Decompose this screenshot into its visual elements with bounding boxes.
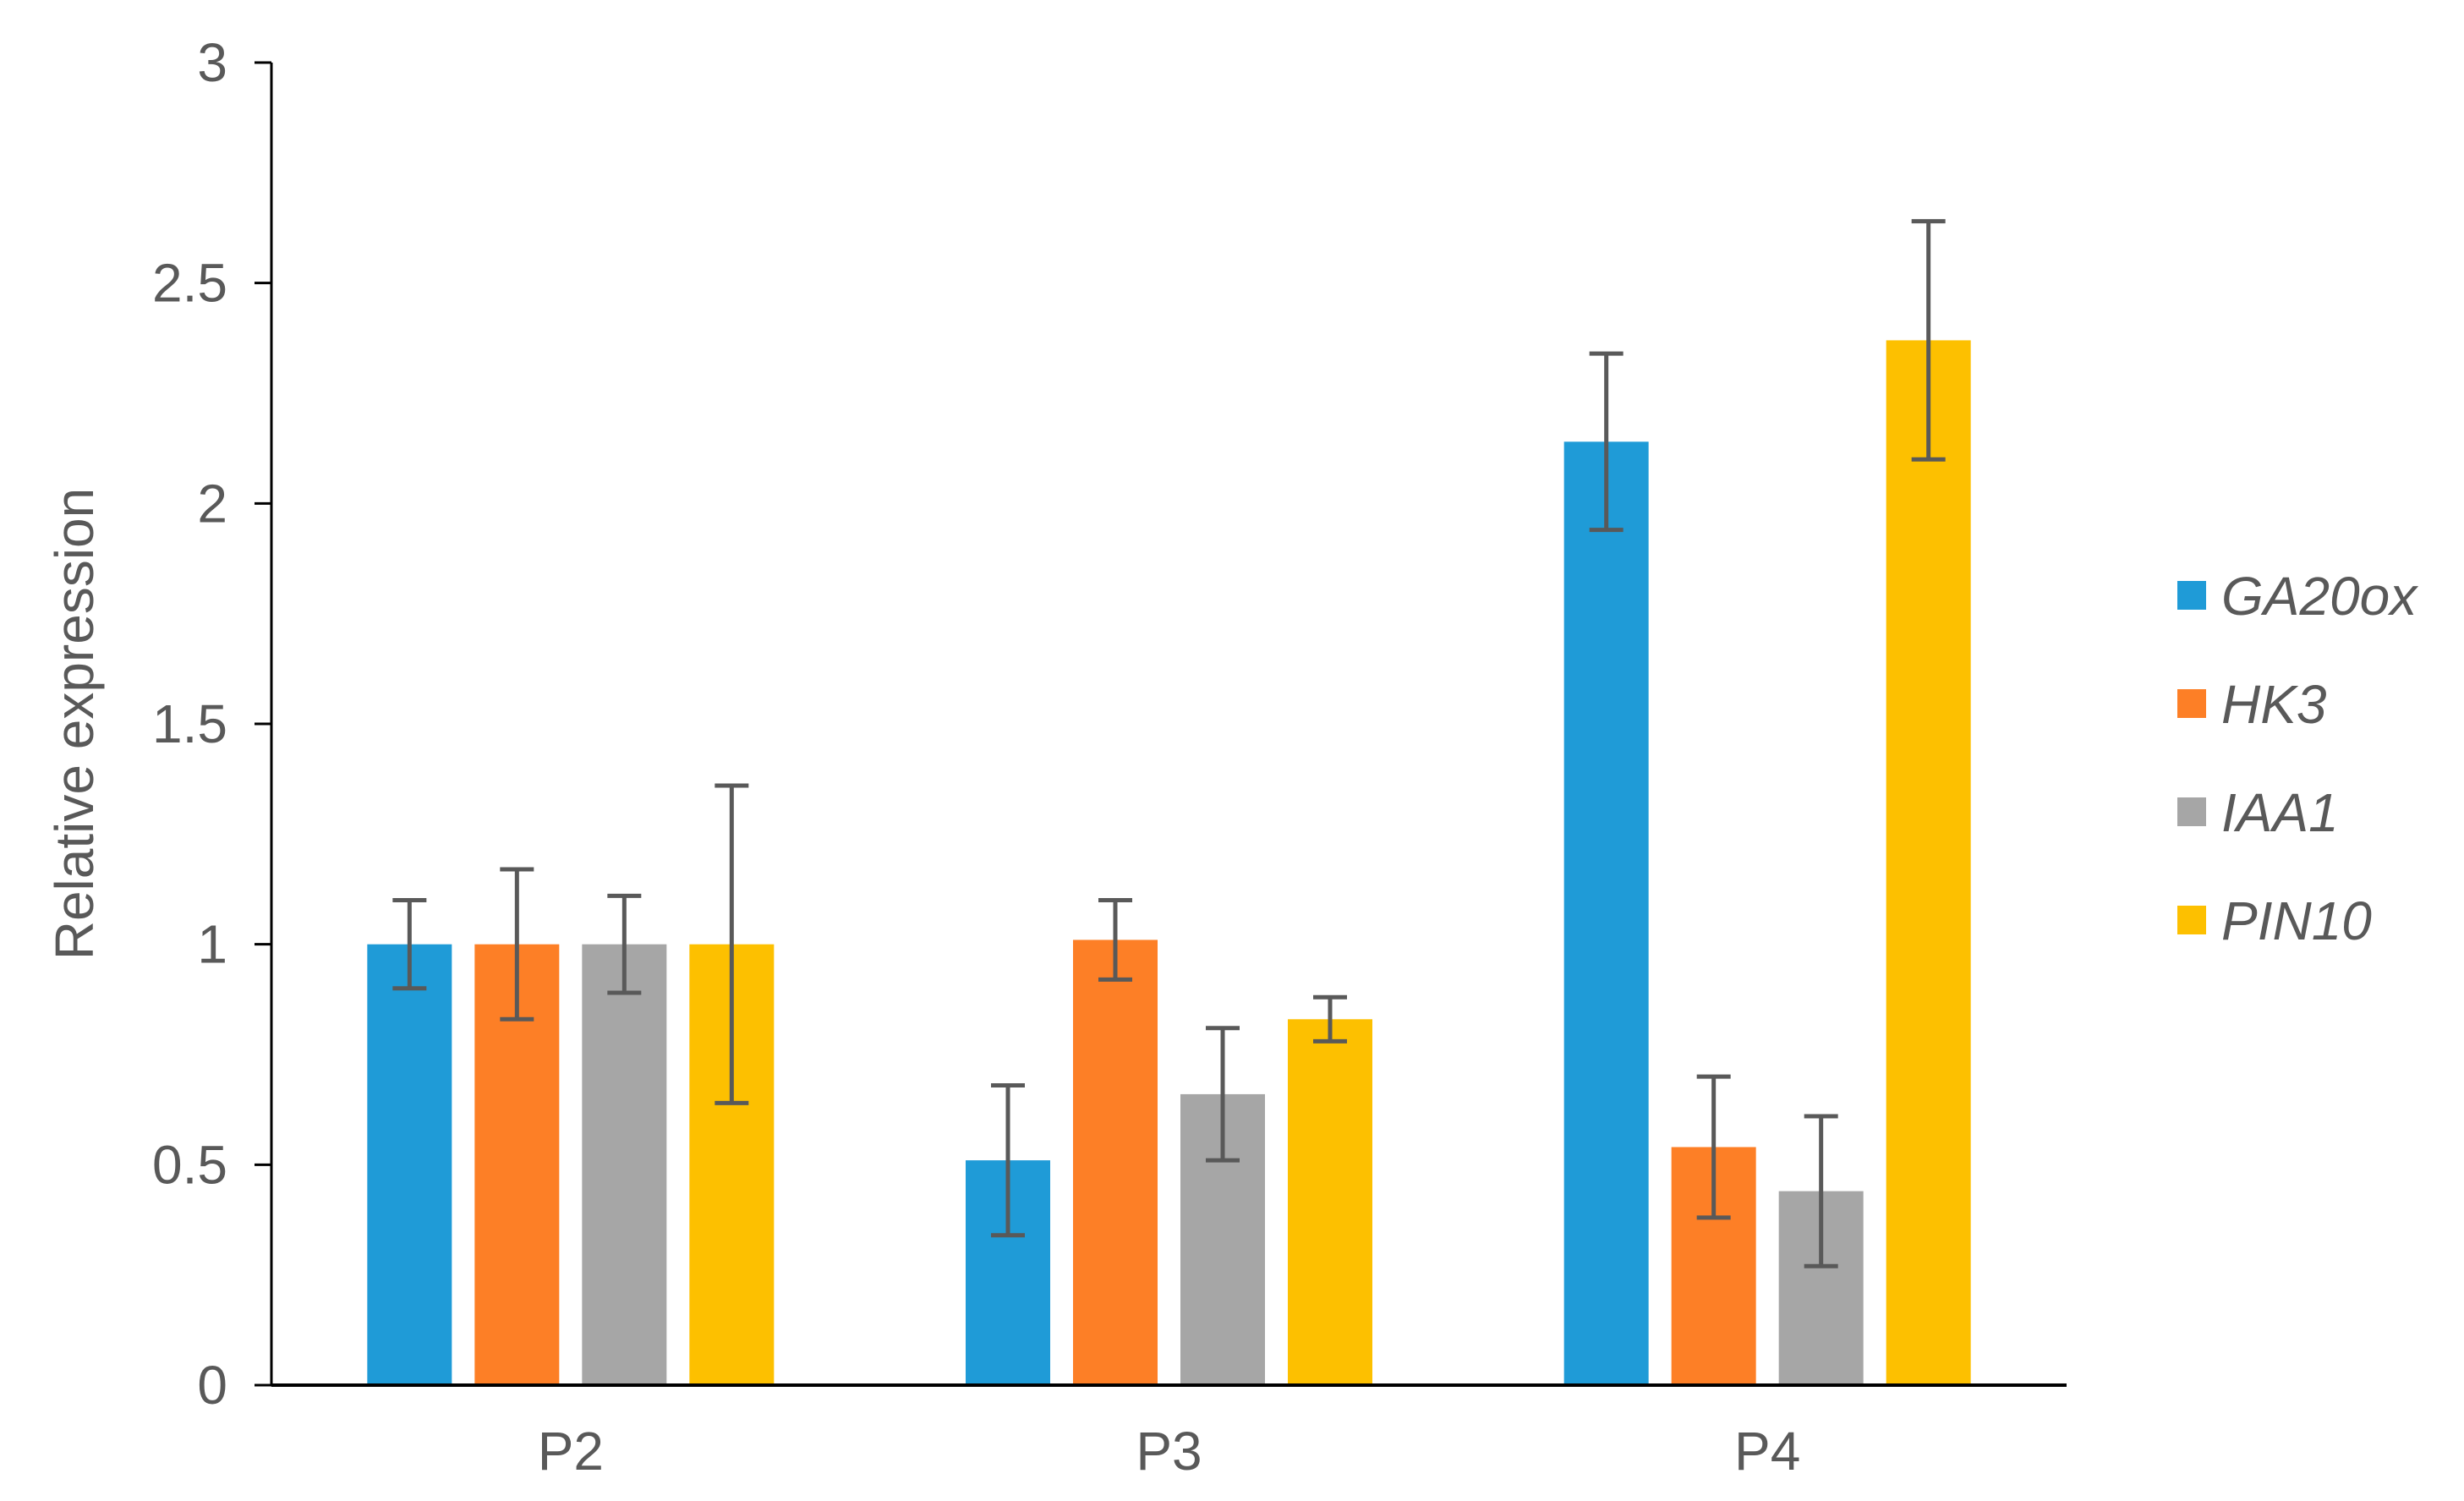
x-tick-label: P2 <box>538 1421 604 1482</box>
y-tick-label: 1.5 <box>152 693 227 754</box>
x-labels-layer: P2 P3 P4 <box>538 1421 1801 1482</box>
bar-pin10-p4 <box>1886 340 1971 1386</box>
bars-layer <box>367 340 1971 1386</box>
y-tick-label: 2 <box>197 473 227 534</box>
y-ticks-layer: 0 0.5 1 1.5 2 2.5 3 <box>152 32 271 1416</box>
legend-label-pin10: PIN10 <box>2221 890 2372 951</box>
y-tick-label: 2.5 <box>152 253 227 314</box>
bar-hk3-p3 <box>1073 939 1158 1385</box>
y-tick-label: 0.5 <box>152 1134 227 1195</box>
bar-pin10-p3 <box>1288 1019 1372 1385</box>
bar-ga20ox-p2 <box>367 944 452 1385</box>
bar-iaa1-p2 <box>582 944 667 1385</box>
y-tick-label: 3 <box>197 32 227 93</box>
legend-swatch-hk3 <box>2177 689 2206 718</box>
y-tick-label: 1 <box>197 914 227 975</box>
error-bars-layer <box>392 219 1946 1268</box>
legend: GA20ox HK3 IAA1 PIN10 <box>2177 566 2418 951</box>
legend-label-iaa1: IAA1 <box>2221 782 2339 843</box>
y-tick-label: 0 <box>197 1355 227 1416</box>
x-tick-label: P4 <box>1734 1421 1800 1482</box>
legend-label-hk3: HK3 <box>2221 674 2327 735</box>
legend-label-ga20ox: GA20ox <box>2221 566 2418 627</box>
x-tick-label: P3 <box>1136 1421 1202 1482</box>
legend-swatch-iaa1 <box>2177 797 2206 826</box>
legend-swatch-ga20ox <box>2177 581 2206 610</box>
bar-ga20ox-p4 <box>1563 441 1649 1385</box>
y-axis-title: Relative expression <box>44 488 105 961</box>
legend-swatch-pin10 <box>2177 906 2206 934</box>
